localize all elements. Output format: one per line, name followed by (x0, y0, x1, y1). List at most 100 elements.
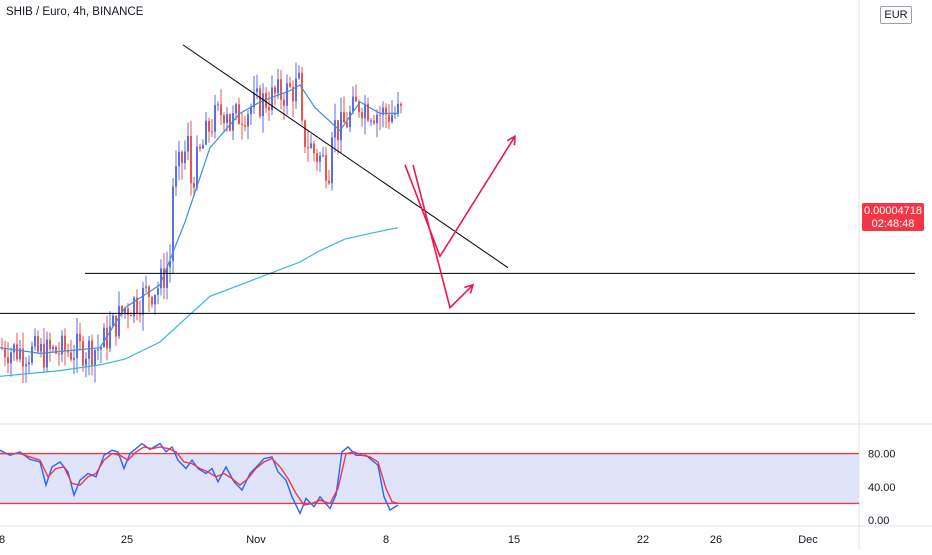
candle-body (22, 348, 24, 367)
candle-body (79, 333, 81, 342)
candle-body (271, 87, 273, 111)
candle-body (388, 114, 390, 122)
candle-body (277, 79, 279, 94)
candle-body (49, 339, 51, 349)
candle-body (199, 146, 201, 149)
candle-body (172, 186, 174, 262)
candle-body (268, 107, 270, 111)
candle-body (262, 93, 264, 117)
candle-body (328, 180, 330, 184)
candle-body (13, 344, 15, 353)
candle-body (16, 344, 18, 360)
candle-body (295, 78, 297, 102)
candle-body (202, 144, 204, 149)
candle-body (376, 114, 378, 124)
candle-body (205, 120, 207, 145)
candle-body (349, 111, 351, 128)
candle-body (151, 296, 153, 305)
time-tick-label: 26 (710, 534, 722, 546)
candle-body (361, 112, 363, 119)
candle-body (274, 87, 276, 94)
candle-body (292, 86, 294, 102)
candle-body (112, 315, 114, 327)
time-tick-label: 15 (508, 534, 520, 546)
candle-body (229, 113, 231, 131)
candle-body (253, 92, 255, 108)
rsi-tick-label: 40.00 (868, 482, 896, 494)
candle-body (64, 335, 66, 352)
candle-body (247, 114, 249, 127)
projection-path-2[interactable] (412, 164, 474, 310)
candle-body (250, 107, 252, 115)
candle-body (316, 153, 318, 162)
candle-body (52, 346, 54, 349)
currency-selector[interactable]: EUR (880, 6, 912, 24)
candle-body (334, 120, 336, 138)
projection-arrowhead-1 (506, 134, 516, 146)
candle-body (370, 120, 372, 122)
trendline-1[interactable] (182, 44, 509, 269)
candle-body (325, 155, 327, 181)
candle-body (136, 297, 138, 314)
candle-body (244, 125, 246, 127)
candle-body (382, 107, 384, 115)
bar-countdown: 02:48:48 (871, 218, 915, 230)
candle-body (145, 286, 147, 288)
candle-body (319, 155, 321, 162)
candle-body (256, 88, 258, 93)
candle-body (193, 183, 195, 188)
candle-body (286, 83, 288, 106)
rsi-band-fill (0, 453, 859, 504)
candle-body (97, 349, 99, 351)
candle-body (124, 308, 126, 313)
candle-body (169, 261, 171, 268)
candle-body (25, 364, 27, 367)
rsi-tick-label: 80.00 (868, 449, 896, 461)
candle-body (283, 99, 285, 106)
rsi-tick-label: 0.00 (868, 515, 889, 527)
candle-body (76, 333, 78, 359)
time-tick-label: 8 (383, 534, 389, 546)
candle-body (106, 327, 108, 349)
candle-body (373, 120, 375, 124)
projection-path-1[interactable] (404, 135, 516, 259)
time-tick-label: 22 (637, 534, 649, 546)
candle-body (46, 339, 48, 368)
candle-body (226, 113, 228, 124)
candle-body (379, 114, 381, 116)
candle-body (343, 112, 345, 123)
candle-body (7, 357, 9, 364)
candle-body (34, 336, 36, 347)
candle-body (10, 352, 12, 364)
candle-body (88, 340, 90, 359)
candle-body (196, 146, 198, 188)
candle-body (289, 83, 291, 87)
candle-body (304, 120, 306, 147)
moving-average-fast (0, 84, 398, 355)
candle-body (130, 315, 132, 317)
candle-body (85, 358, 87, 366)
candle-body (310, 143, 312, 149)
candle-body (31, 346, 33, 363)
candle-body (214, 105, 216, 132)
candle-body (346, 122, 348, 128)
candle-body (307, 146, 309, 149)
rsi-line-2 (0, 446, 399, 506)
candle-body (331, 137, 333, 184)
candle-body (19, 348, 21, 360)
candle-body (391, 114, 393, 122)
last-price-label: 0.00004718 02:48:48 (862, 203, 924, 231)
time-tick-label: 25 (121, 534, 133, 546)
candle-body (100, 347, 102, 350)
projection-arrowhead-2 (464, 283, 475, 294)
candle-body (187, 135, 189, 152)
candle-body (184, 151, 186, 164)
candle-body (154, 294, 156, 305)
candle-body (61, 335, 63, 355)
time-tick-label: Dec (798, 534, 818, 546)
candle-body (400, 103, 402, 106)
candle-body (235, 104, 237, 114)
candle-body (139, 313, 141, 315)
